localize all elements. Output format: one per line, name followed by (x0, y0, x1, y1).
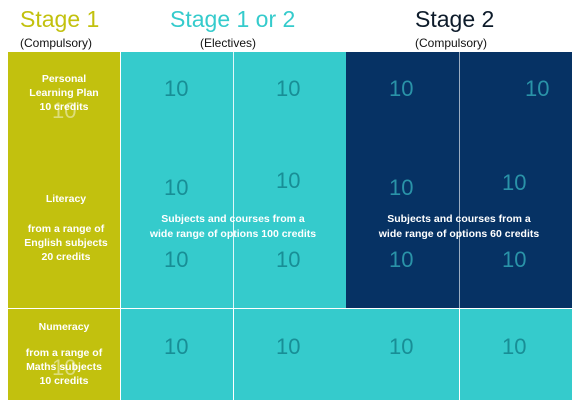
credit-value: 10 (164, 247, 189, 272)
numeracy-title: Numeracy (38, 321, 90, 333)
credit-value: 10 (164, 175, 189, 200)
stage2-description: Subjects and courses from a wide range o… (348, 212, 570, 242)
stage12-subtitle: (Electives) (200, 36, 257, 50)
credit-value: 10 (525, 76, 550, 101)
divider (8, 308, 572, 309)
stage2-title: Stage 2 (415, 6, 495, 32)
plp-label-line2: Learning Plan (29, 87, 99, 99)
stage2-description-line1: Subjects and courses from a (387, 213, 531, 225)
stage1-title: Stage 1 (20, 6, 100, 32)
literacy-label: Literacy from a range of English subject… (10, 192, 122, 264)
credit-value: 10 (164, 334, 189, 359)
stage2-subtitle: (Compulsory) (415, 36, 488, 50)
credit-value: 10 (389, 247, 414, 272)
credit-value: 10 (502, 334, 527, 359)
stage12-description-line2: wide range of options 100 credits (149, 228, 317, 240)
credit-value: 10 (389, 175, 414, 200)
stage12-title: Stage 1 or 2 (170, 6, 296, 32)
credit-value: 10 (52, 355, 77, 380)
stage2-description-line2: wide range of options 60 credits (378, 228, 540, 240)
stage12-description: Subjects and courses from a wide range o… (122, 212, 344, 242)
literacy-line2: English subjects (24, 237, 108, 249)
credit-value: 10 (502, 247, 527, 272)
credit-value: 10 (502, 170, 527, 195)
literacy-line3: 20 credits (41, 251, 91, 263)
credit-value: 10 (52, 98, 77, 123)
credit-value: 10 (389, 334, 414, 359)
numeracy-label: Numeracy from a range of Maths subjects … (8, 320, 120, 388)
divider (233, 309, 234, 400)
credit-value: 10 (276, 76, 301, 101)
stage1-column (8, 52, 120, 400)
literacy-title: Literacy (45, 193, 87, 205)
plp-label-line3: 10 credits (39, 101, 89, 113)
numeracy-line2: Maths subjects (26, 361, 102, 373)
stage1-subtitle: (Compulsory) (20, 36, 93, 50)
divider (459, 52, 460, 308)
credit-value: 10 (164, 76, 189, 101)
numeracy-line1: from a range of (25, 347, 103, 359)
credit-value: 10 (276, 247, 301, 272)
divider (120, 52, 121, 400)
plp-label: Personal Learning Plan 10 credits (10, 72, 118, 114)
numeracy-line3: 10 credits (39, 375, 89, 387)
plp-label-line1: Personal (41, 73, 87, 85)
stage12-description-line1: Subjects and courses from a (161, 213, 305, 225)
credit-value: 10 (276, 334, 301, 359)
literacy-line1: from a range of (27, 223, 105, 235)
credit-value: 10 (389, 76, 414, 101)
divider (233, 52, 234, 308)
divider (459, 309, 460, 400)
credit-value: 10 (276, 168, 301, 193)
